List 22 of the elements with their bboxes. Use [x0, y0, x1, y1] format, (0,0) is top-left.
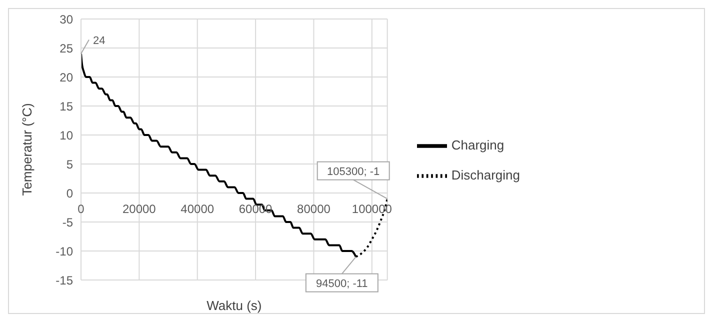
x-axis-title: Waktu (s) — [206, 298, 262, 313]
y-tick-label: 0 — [66, 186, 74, 200]
legend-label: Discharging — [451, 167, 520, 182]
x-tick-label: 0 — [78, 202, 85, 216]
y-tick-label: 25 — [60, 41, 74, 56]
y-tick-label: 10 — [60, 128, 74, 142]
x-tick-label: 100000 — [352, 202, 392, 216]
annotation: 24 — [93, 34, 106, 47]
y-tick-label: -15 — [56, 273, 74, 288]
y-axis-title: Temperatur (°C) — [20, 103, 35, 196]
y-tick-label: 30 — [60, 12, 74, 26]
legend-label: Charging — [451, 137, 504, 152]
y-tick-label: -10 — [56, 244, 74, 258]
y-tick-label: -5 — [62, 215, 74, 230]
y-tick-label: 15 — [60, 99, 74, 114]
x-tick-label: 80000 — [297, 202, 331, 216]
y-tick-label: 5 — [66, 157, 74, 172]
x-tick-label: 20000 — [122, 202, 156, 216]
y-tick-label: 20 — [60, 70, 74, 84]
annotation: 94500; -11 — [316, 278, 368, 290]
x-tick-label: 40000 — [180, 202, 214, 216]
annotation: 105300; -1 — [327, 166, 380, 178]
